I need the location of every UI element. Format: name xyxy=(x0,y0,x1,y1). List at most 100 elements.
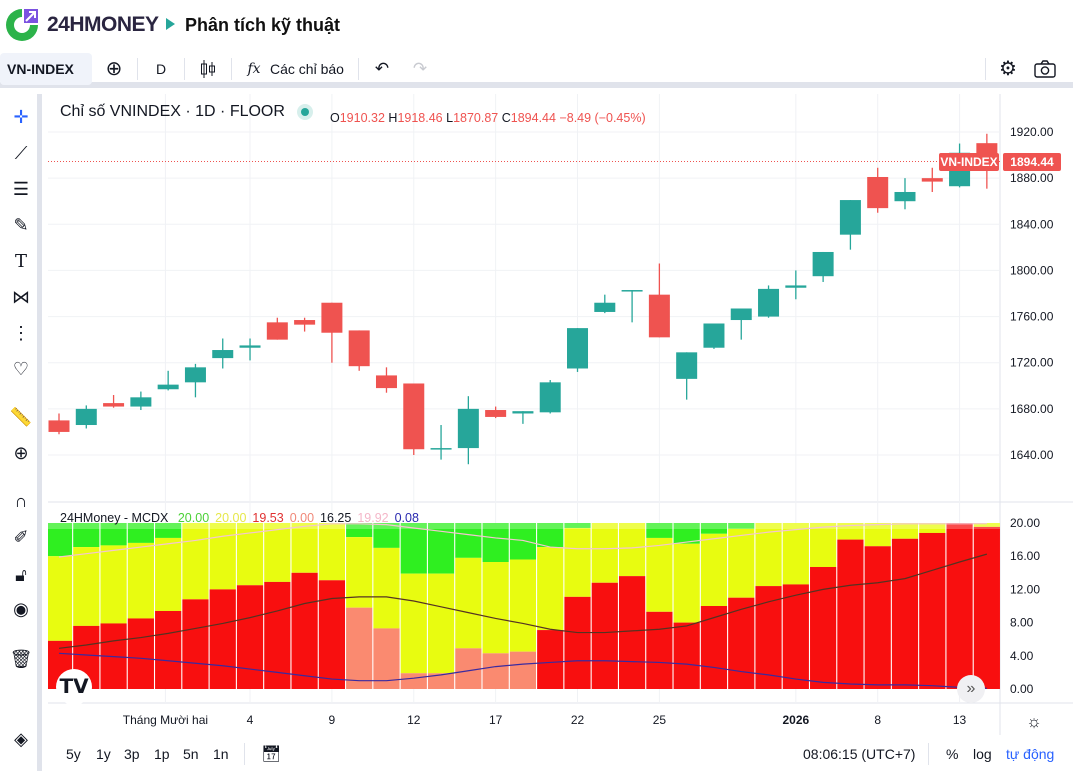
range-1n[interactable]: 1n xyxy=(213,746,229,762)
time-axis-label: 2026 xyxy=(782,713,809,727)
range-3p[interactable]: 3p xyxy=(124,746,140,762)
pattern-icon[interactable]: ⋈ xyxy=(12,286,30,307)
log-toggle[interactable]: log xyxy=(973,746,992,762)
mcdx-hot-money-bar xyxy=(318,523,345,581)
percent-toggle[interactable]: % xyxy=(946,746,959,762)
mcdx-hot-money-bar xyxy=(127,542,154,619)
mcdx-top-band xyxy=(48,523,1000,529)
mcdx-banker-bar xyxy=(782,584,809,689)
pencil-lock-icon[interactable]: ✐ xyxy=(13,526,29,547)
lock-icon[interactable]: 🔓︎ xyxy=(15,564,27,585)
mcdx-hot-money-bar xyxy=(482,562,509,654)
mcdx-banker-bar xyxy=(755,586,782,689)
crosshair-icon[interactable]: ✛ xyxy=(13,106,29,127)
mcdx-hot-money-bar xyxy=(618,523,646,577)
candle-body xyxy=(48,420,70,432)
layers-icon[interactable]: ◈ xyxy=(14,728,28,749)
candle-body xyxy=(212,350,234,359)
symbol-search-button[interactable]: VN-INDEX xyxy=(0,53,92,85)
brush-icon[interactable]: ✎ xyxy=(13,214,29,235)
add-symbol-icon[interactable]: ⊕ xyxy=(105,58,123,80)
mcdx-banker-ma-line xyxy=(58,553,988,649)
auto-scale-toggle[interactable]: tự động xyxy=(1006,746,1055,762)
zoom-in-icon[interactable]: ⊕ xyxy=(13,442,29,463)
ruler-icon[interactable]: 📏 xyxy=(9,406,33,427)
price-tick-label: 1920.00 xyxy=(1010,125,1054,139)
mcdx-hot-money-bar xyxy=(973,523,1000,527)
divider xyxy=(137,58,138,80)
range-5y[interactable]: 5y xyxy=(66,746,81,762)
candle-body xyxy=(648,294,670,338)
candle-body xyxy=(457,408,479,449)
mcdx-banker-bar xyxy=(891,538,919,689)
mcdx-hot-money-bar xyxy=(646,537,673,612)
divider xyxy=(184,58,185,80)
mcdx-banker-bar xyxy=(373,628,400,689)
mcdx-banker-bar xyxy=(618,576,646,689)
candle-body xyxy=(157,384,179,390)
eye-icon[interactable]: ◉ xyxy=(13,598,29,619)
candle-body xyxy=(567,328,589,369)
candle-body xyxy=(812,251,834,277)
mcdx-retail-bar xyxy=(509,523,537,560)
indicators-button[interactable]: Các chỉ báo xyxy=(270,61,344,77)
candle-body xyxy=(403,383,425,450)
undo-icon[interactable]: ↶ xyxy=(374,59,390,78)
mcdx-hot-money-bar xyxy=(728,528,755,598)
low-label: L xyxy=(446,111,454,125)
candle-body xyxy=(621,290,643,292)
range-5n[interactable]: 5n xyxy=(183,746,199,762)
range-1p[interactable]: 1p xyxy=(154,746,170,762)
text-icon[interactable]: T xyxy=(14,250,27,272)
mcdx-hot-money-bar xyxy=(373,547,400,629)
trend-line-icon[interactable]: ⟋ xyxy=(14,142,28,163)
time-axis-label: Tháng Mười hai xyxy=(123,713,208,727)
indicators-fx-icon[interactable]: fx xyxy=(247,61,261,77)
mcdx-banker-bar xyxy=(455,648,482,689)
forecast-icon[interactable]: ⋮ xyxy=(12,322,30,343)
mcdx-banker-bar xyxy=(810,566,837,689)
chart-canvas[interactable]: 1640.001680.001720.001760.001800.001840.… xyxy=(48,94,1073,735)
tradingview-logo-icon[interactable]: 𝗧𝗩 xyxy=(56,669,92,705)
time-axis-label: 4 xyxy=(247,713,254,727)
mcdx-retail-bar xyxy=(155,523,182,538)
close-label: C xyxy=(501,111,511,125)
mcdx-value: 16.25 xyxy=(320,511,352,525)
mcdx-banker-bar xyxy=(537,630,564,689)
heart-icon[interactable]: ♡ xyxy=(12,358,30,379)
mcdx-hot-money-bar xyxy=(209,523,236,590)
interval-button[interactable]: D xyxy=(155,61,167,77)
candle-body xyxy=(703,323,725,348)
range-1y[interactable]: 1y xyxy=(96,746,111,762)
candle-body xyxy=(921,178,943,182)
chart-type-candles-icon[interactable] xyxy=(196,53,220,85)
breadcrumb-arrow-icon xyxy=(166,18,175,30)
high-value: 1918.46 xyxy=(397,111,443,125)
mcdx-value: 20.00 xyxy=(215,511,247,525)
trash-icon[interactable]: 🗑︎ xyxy=(9,648,33,669)
mcdx-banker-bar xyxy=(973,526,1000,689)
magnet-icon[interactable]: ∩ xyxy=(14,490,28,511)
page-title: Phân tích kỹ thuật xyxy=(185,15,341,35)
price-tick-label: 1720.00 xyxy=(1010,356,1054,370)
clock-time[interactable]: 08:06:15 (UTC+7) xyxy=(803,746,916,762)
mcdx-banker-bar xyxy=(209,589,236,689)
mcdx-retail-bar xyxy=(73,523,100,548)
high-label: H xyxy=(388,111,398,125)
fib-lines-icon[interactable]: ☰ xyxy=(12,178,30,199)
mcdx-name: 24HMoney - MCDX xyxy=(60,511,169,525)
mcdx-banker-bar xyxy=(482,653,509,689)
settings-gear-icon[interactable]: ⚙ xyxy=(999,58,1017,80)
brand-name[interactable]: 24HMONEY xyxy=(47,13,159,36)
time-axis-label: 9 xyxy=(329,713,336,727)
mcdx-banker-bar xyxy=(400,673,427,689)
redo-icon[interactable]: ↷ xyxy=(412,59,428,78)
candle-body xyxy=(321,302,343,333)
low-value: 1870.87 xyxy=(453,111,499,125)
timezone-settings-icon: ☼ xyxy=(1026,712,1042,731)
scroll-to-realtime-icon[interactable]: » xyxy=(957,675,985,703)
go-to-date-icon[interactable]: 📅︎ xyxy=(261,746,282,763)
mcdx-value: 0.00 xyxy=(289,511,315,525)
screenshot-camera-icon[interactable] xyxy=(1033,53,1057,85)
open-label: O xyxy=(330,111,340,125)
